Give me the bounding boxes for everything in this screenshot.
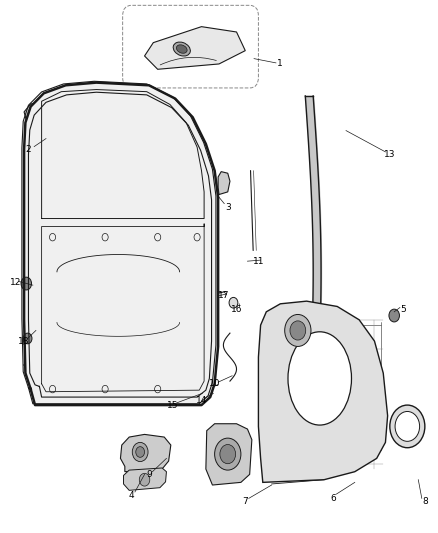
Polygon shape xyxy=(124,468,166,490)
Text: 1: 1 xyxy=(277,60,283,68)
Circle shape xyxy=(26,129,33,138)
Polygon shape xyxy=(218,172,230,195)
Text: 7: 7 xyxy=(242,497,248,505)
Circle shape xyxy=(26,146,33,155)
Circle shape xyxy=(285,314,311,346)
Circle shape xyxy=(220,445,236,464)
Text: 16: 16 xyxy=(231,305,242,313)
Text: 13: 13 xyxy=(384,150,396,159)
Polygon shape xyxy=(36,107,94,129)
Polygon shape xyxy=(258,301,388,482)
Polygon shape xyxy=(40,127,81,147)
Circle shape xyxy=(229,297,238,308)
Circle shape xyxy=(215,438,241,470)
Text: 6: 6 xyxy=(330,494,336,503)
Circle shape xyxy=(139,473,150,486)
Circle shape xyxy=(23,333,32,344)
Text: 9: 9 xyxy=(146,470,152,479)
Polygon shape xyxy=(24,96,110,136)
Circle shape xyxy=(395,411,420,441)
Text: 4: 4 xyxy=(129,491,134,500)
Text: 14: 14 xyxy=(196,397,207,405)
Polygon shape xyxy=(24,83,218,405)
Text: 2: 2 xyxy=(26,145,31,154)
Circle shape xyxy=(136,447,145,457)
Ellipse shape xyxy=(177,45,187,53)
Text: 17: 17 xyxy=(218,292,229,300)
Circle shape xyxy=(389,309,399,322)
Ellipse shape xyxy=(173,42,191,56)
Polygon shape xyxy=(36,141,92,160)
Polygon shape xyxy=(120,434,171,472)
Text: 11: 11 xyxy=(253,257,264,265)
Polygon shape xyxy=(206,424,252,485)
Polygon shape xyxy=(62,187,73,195)
Circle shape xyxy=(132,442,148,462)
Text: 15: 15 xyxy=(167,401,179,409)
Ellipse shape xyxy=(288,332,351,425)
Text: 10: 10 xyxy=(209,379,220,388)
Circle shape xyxy=(290,321,306,340)
Text: 18: 18 xyxy=(18,337,30,345)
Text: 3: 3 xyxy=(225,204,231,212)
Text: 12: 12 xyxy=(10,278,21,287)
Polygon shape xyxy=(145,27,245,69)
Text: 8: 8 xyxy=(422,497,428,505)
Circle shape xyxy=(21,277,32,290)
Text: 5: 5 xyxy=(400,305,406,313)
Circle shape xyxy=(390,405,425,448)
